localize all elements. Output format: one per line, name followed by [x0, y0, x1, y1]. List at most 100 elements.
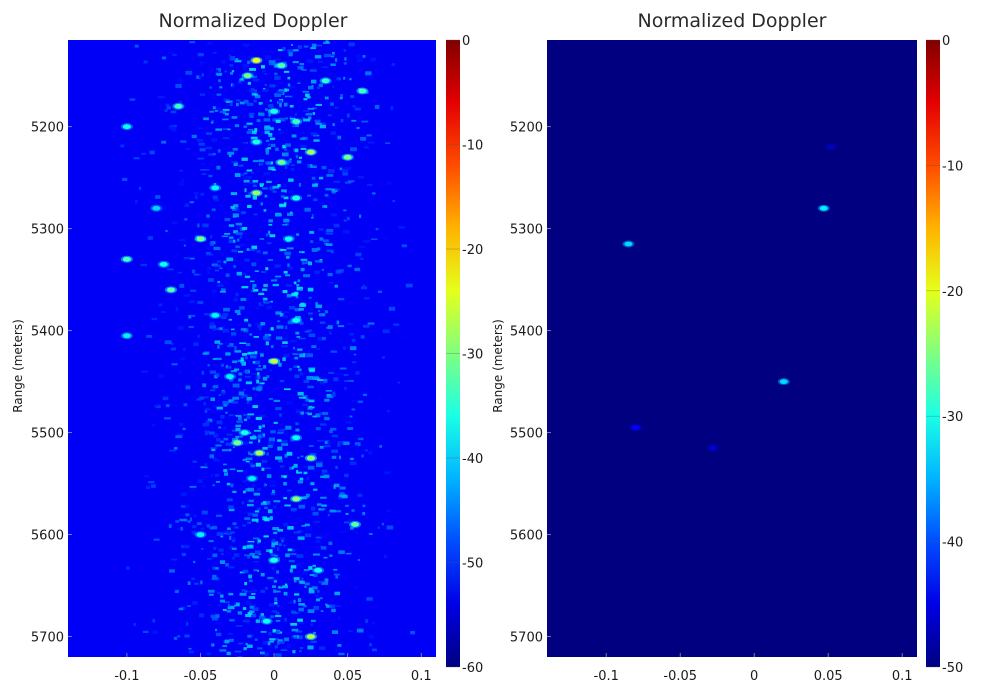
texture-cell [164, 109, 168, 112]
texture-cell [293, 531, 300, 534]
texture-cell [279, 379, 285, 383]
texture-cell [188, 648, 192, 650]
texture-cell [269, 640, 275, 643]
texture-cell [236, 312, 241, 316]
texture-cell [231, 556, 235, 560]
texture-cell [295, 468, 302, 471]
texture-cell [218, 548, 224, 552]
hotspot [152, 205, 161, 211]
texture-cell [268, 300, 273, 303]
texture-cell [320, 202, 324, 206]
texture-cell [300, 267, 305, 272]
texture-cell [230, 205, 235, 209]
texture-cell [158, 374, 164, 378]
texture-cell [171, 558, 178, 561]
texture-cell [344, 181, 352, 184]
texture-cell [332, 85, 335, 88]
texture-cell [223, 97, 226, 101]
texture-cell [307, 287, 314, 292]
texture-cell [247, 60, 251, 64]
texture-cell [312, 553, 320, 556]
texture-cell [265, 267, 269, 271]
texture-cell [245, 642, 248, 646]
texture-cell [304, 586, 307, 588]
texture-cell [307, 641, 310, 644]
hotspot [779, 379, 788, 385]
x-tick-label: -0.1 [594, 669, 619, 684]
texture-cell [312, 107, 317, 110]
texture-cell [196, 75, 201, 79]
texture-cell [304, 425, 310, 429]
texture-cell [309, 231, 314, 234]
texture-cell [265, 161, 271, 165]
texture-cell [328, 169, 335, 173]
texture-cell [353, 364, 357, 369]
texture-cell [329, 554, 333, 557]
texture-cell [344, 166, 352, 170]
texture-cell [185, 70, 193, 75]
texture-cell [232, 490, 237, 494]
texture-cell [343, 219, 347, 222]
y-tick-label: 5200 [31, 121, 64, 136]
texture-cell [276, 570, 280, 574]
texture-cell [169, 449, 176, 452]
texture-cell [187, 165, 192, 170]
texture-cell [257, 647, 263, 650]
texture-cell [288, 178, 294, 182]
texture-cell [228, 592, 234, 596]
texture-cell [256, 307, 260, 310]
texture-cell [308, 566, 313, 570]
texture-cell [315, 547, 322, 550]
texture-cell [262, 433, 266, 437]
texture-cell [301, 329, 305, 332]
texture-cell [178, 370, 182, 374]
texture-cell [183, 244, 186, 247]
texture-cell [239, 571, 245, 574]
texture-cell [258, 615, 266, 620]
texture-cell [177, 267, 182, 270]
texture-cell [307, 85, 314, 90]
texture-cell [368, 75, 375, 79]
texture-cell [212, 484, 215, 487]
texture-cell [333, 483, 340, 488]
texture-cell [284, 617, 287, 622]
texture-cell [258, 102, 263, 105]
texture-cell [231, 116, 238, 119]
colorbar-tick-label: -30 [462, 348, 483, 363]
texture-cell [193, 514, 196, 518]
texture-cell [291, 164, 295, 167]
texture-cell [227, 632, 233, 635]
texture-cell [266, 180, 272, 184]
texture-cell [311, 216, 314, 219]
texture-cell [312, 415, 317, 418]
texture-cell [290, 116, 297, 118]
texture-cell [193, 642, 201, 646]
hotspot [262, 618, 271, 624]
texture-cell [223, 260, 227, 264]
texture-cell [253, 556, 260, 559]
texture-cell [318, 83, 323, 88]
texture-cell [298, 603, 305, 606]
texture-cell [134, 44, 139, 48]
texture-cell [327, 325, 333, 329]
texture-cell [242, 441, 249, 445]
texture-cell [354, 267, 361, 272]
texture-cell [324, 479, 332, 484]
texture-cell [290, 622, 298, 626]
texture-cell [301, 529, 304, 533]
texture-cell [311, 79, 317, 84]
texture-cell [283, 183, 287, 188]
texture-cell [268, 104, 274, 108]
texture-cell [213, 264, 221, 267]
texture-cell [276, 325, 284, 329]
texture-cell [228, 399, 234, 403]
texture-cell [368, 141, 375, 144]
texture-cell [263, 365, 267, 369]
texture-cell [223, 437, 229, 441]
texture-cell [222, 400, 229, 405]
texture-cell [310, 640, 317, 644]
texture-cell [289, 85, 296, 89]
texture-cell [266, 242, 272, 245]
texture-cell [298, 368, 302, 372]
texture-cell [345, 512, 349, 516]
